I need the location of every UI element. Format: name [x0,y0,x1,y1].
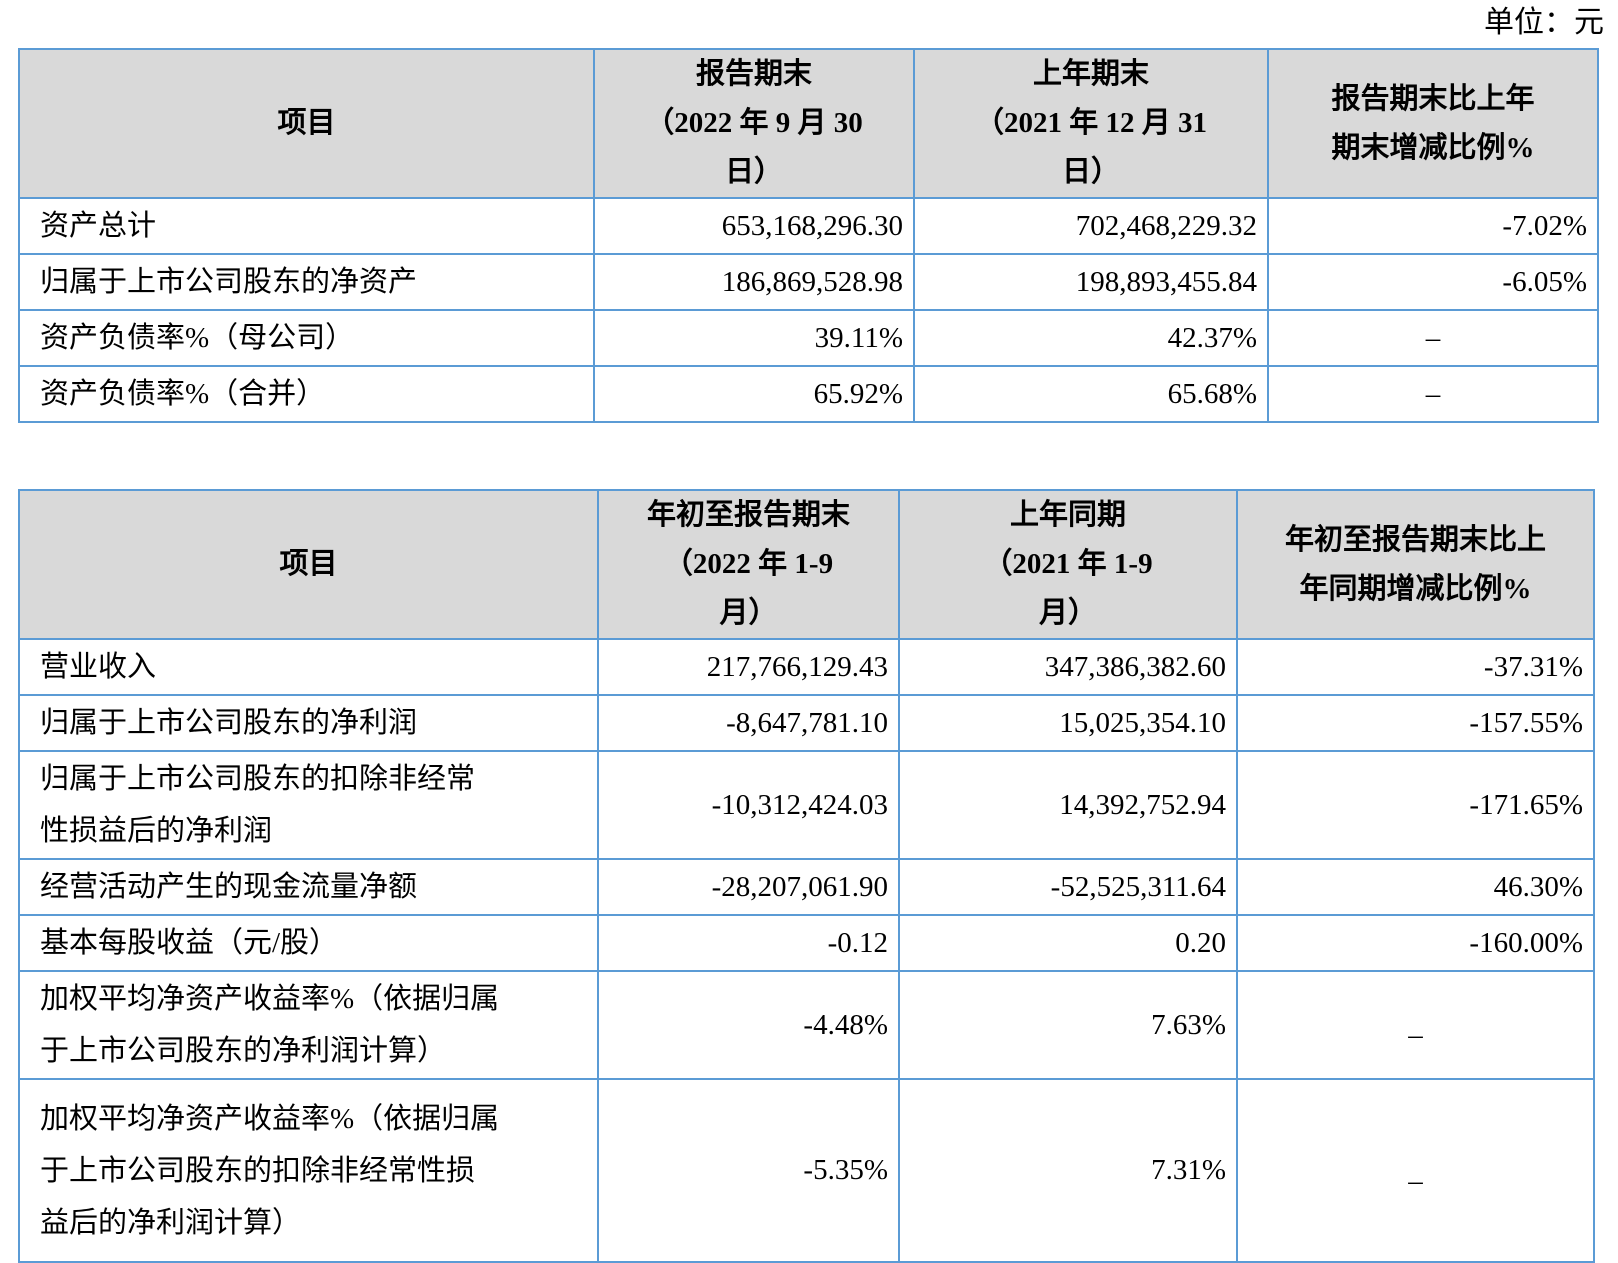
current-value-cell: -0.12 [597,914,900,972]
prior-value-cell: 14,392,752.94 [898,750,1238,860]
table-row: 归属于上市公司股东的扣除非经常 性损益后的净利润 -10,312,424.03 … [18,750,1595,860]
current-value-cell: 653,168,296.30 [593,197,915,255]
change-cell: – [1267,365,1599,423]
header-change-ratio: 报告期末比上年 期末增减比例% [1267,48,1599,199]
prior-value-cell: 65.68% [913,365,1269,423]
header-current-period: 报告期末 （2022 年 9 月 30 日） [593,48,915,199]
financial-position-table: 项目 报告期末 （2022 年 9 月 30 日） 上年期末 （2021 年 1… [18,48,1599,423]
prior-value-cell: 42.37% [913,309,1269,367]
item-cell: 资产负债率%（母公司） [18,309,595,367]
current-value-cell: -28,207,061.90 [597,858,900,916]
header-change-ratio: 年初至报告期末比上 年同期增减比例% [1236,489,1595,640]
change-cell: -171.65% [1236,750,1595,860]
table-row: 营业收入 217,766,129.43 347,386,382.60 -37.3… [18,638,1595,696]
prior-value-cell: -52,525,311.64 [898,858,1238,916]
header-prior-period: 上年同期 （2021 年 1-9 月） [898,489,1238,640]
current-value-cell: -4.48% [597,970,900,1080]
change-cell: 46.30% [1236,858,1595,916]
table-row: 资产负债率%（合并） 65.92% 65.68% – [18,365,1599,423]
item-cell: 归属于上市公司股东的扣除非经常 性损益后的净利润 [18,750,599,860]
change-cell: – [1236,970,1595,1080]
prior-value-cell: 7.31% [898,1078,1238,1263]
prior-value-cell: 7.63% [898,970,1238,1080]
item-cell: 归属于上市公司股东的净利润 [18,694,599,752]
prior-value-cell: 347,386,382.60 [898,638,1238,696]
current-value-cell: 186,869,528.98 [593,253,915,311]
item-cell: 资产总计 [18,197,595,255]
unit-label: 单位：元 [1484,6,1604,39]
item-cell: 加权平均净资产收益率%（依据归属 于上市公司股东的净利润计算） [18,970,599,1080]
table-gap [0,423,1618,485]
prior-value-cell: 0.20 [898,914,1238,972]
table-header-row: 项目 年初至报告期末 （2022 年 1-9 月） 上年同期 （2021 年 1… [18,489,1595,640]
change-cell: -37.31% [1236,638,1595,696]
table-row: 加权平均净资产收益率%（依据归属 于上市公司股东的净利润计算） -4.48% 7… [18,970,1595,1080]
current-value-cell: 217,766,129.43 [597,638,900,696]
change-cell: -160.00% [1236,914,1595,972]
header-item: 项目 [18,489,599,640]
operating-results-table: 项目 年初至报告期末 （2022 年 1-9 月） 上年同期 （2021 年 1… [18,489,1595,1263]
prior-value-cell: 198,893,455.84 [913,253,1269,311]
table-row: 归属于上市公司股东的净利润 -8,647,781.10 15,025,354.1… [18,694,1595,752]
current-value-cell: 65.92% [593,365,915,423]
table-row: 资产总计 653,168,296.30 702,468,229.32 -7.02… [18,197,1599,255]
header-item: 项目 [18,48,595,199]
current-value-cell: -8,647,781.10 [597,694,900,752]
item-cell: 经营活动产生的现金流量净额 [18,858,599,916]
header-current-period: 年初至报告期末 （2022 年 1-9 月） [597,489,900,640]
table-row: 经营活动产生的现金流量净额 -28,207,061.90 -52,525,311… [18,858,1595,916]
change-cell: -6.05% [1267,253,1599,311]
table-row: 归属于上市公司股东的净资产 186,869,528.98 198,893,455… [18,253,1599,311]
table-row: 基本每股收益（元/股） -0.12 0.20 -160.00% [18,914,1595,972]
current-value-cell: 39.11% [593,309,915,367]
table-row: 资产负债率%（母公司） 39.11% 42.37% – [18,309,1599,367]
table-row: 加权平均净资产收益率%（依据归属 于上市公司股东的扣除非经常性损 益后的净利润计… [18,1078,1595,1263]
item-cell: 加权平均净资产收益率%（依据归属 于上市公司股东的扣除非经常性损 益后的净利润计… [18,1078,599,1263]
item-cell: 基本每股收益（元/股） [18,914,599,972]
current-value-cell: -5.35% [597,1078,900,1263]
item-cell: 归属于上市公司股东的净资产 [18,253,595,311]
table-header-row: 项目 报告期末 （2022 年 9 月 30 日） 上年期末 （2021 年 1… [18,48,1599,199]
item-cell: 资产负债率%（合并） [18,365,595,423]
change-cell: -157.55% [1236,694,1595,752]
change-cell: -7.02% [1267,197,1599,255]
change-cell: – [1267,309,1599,367]
header-prior-period: 上年期末 （2021 年 12 月 31 日） [913,48,1269,199]
item-cell: 营业收入 [18,638,599,696]
change-cell: – [1236,1078,1595,1263]
current-value-cell: -10,312,424.03 [597,750,900,860]
prior-value-cell: 702,468,229.32 [913,197,1269,255]
prior-value-cell: 15,025,354.10 [898,694,1238,752]
